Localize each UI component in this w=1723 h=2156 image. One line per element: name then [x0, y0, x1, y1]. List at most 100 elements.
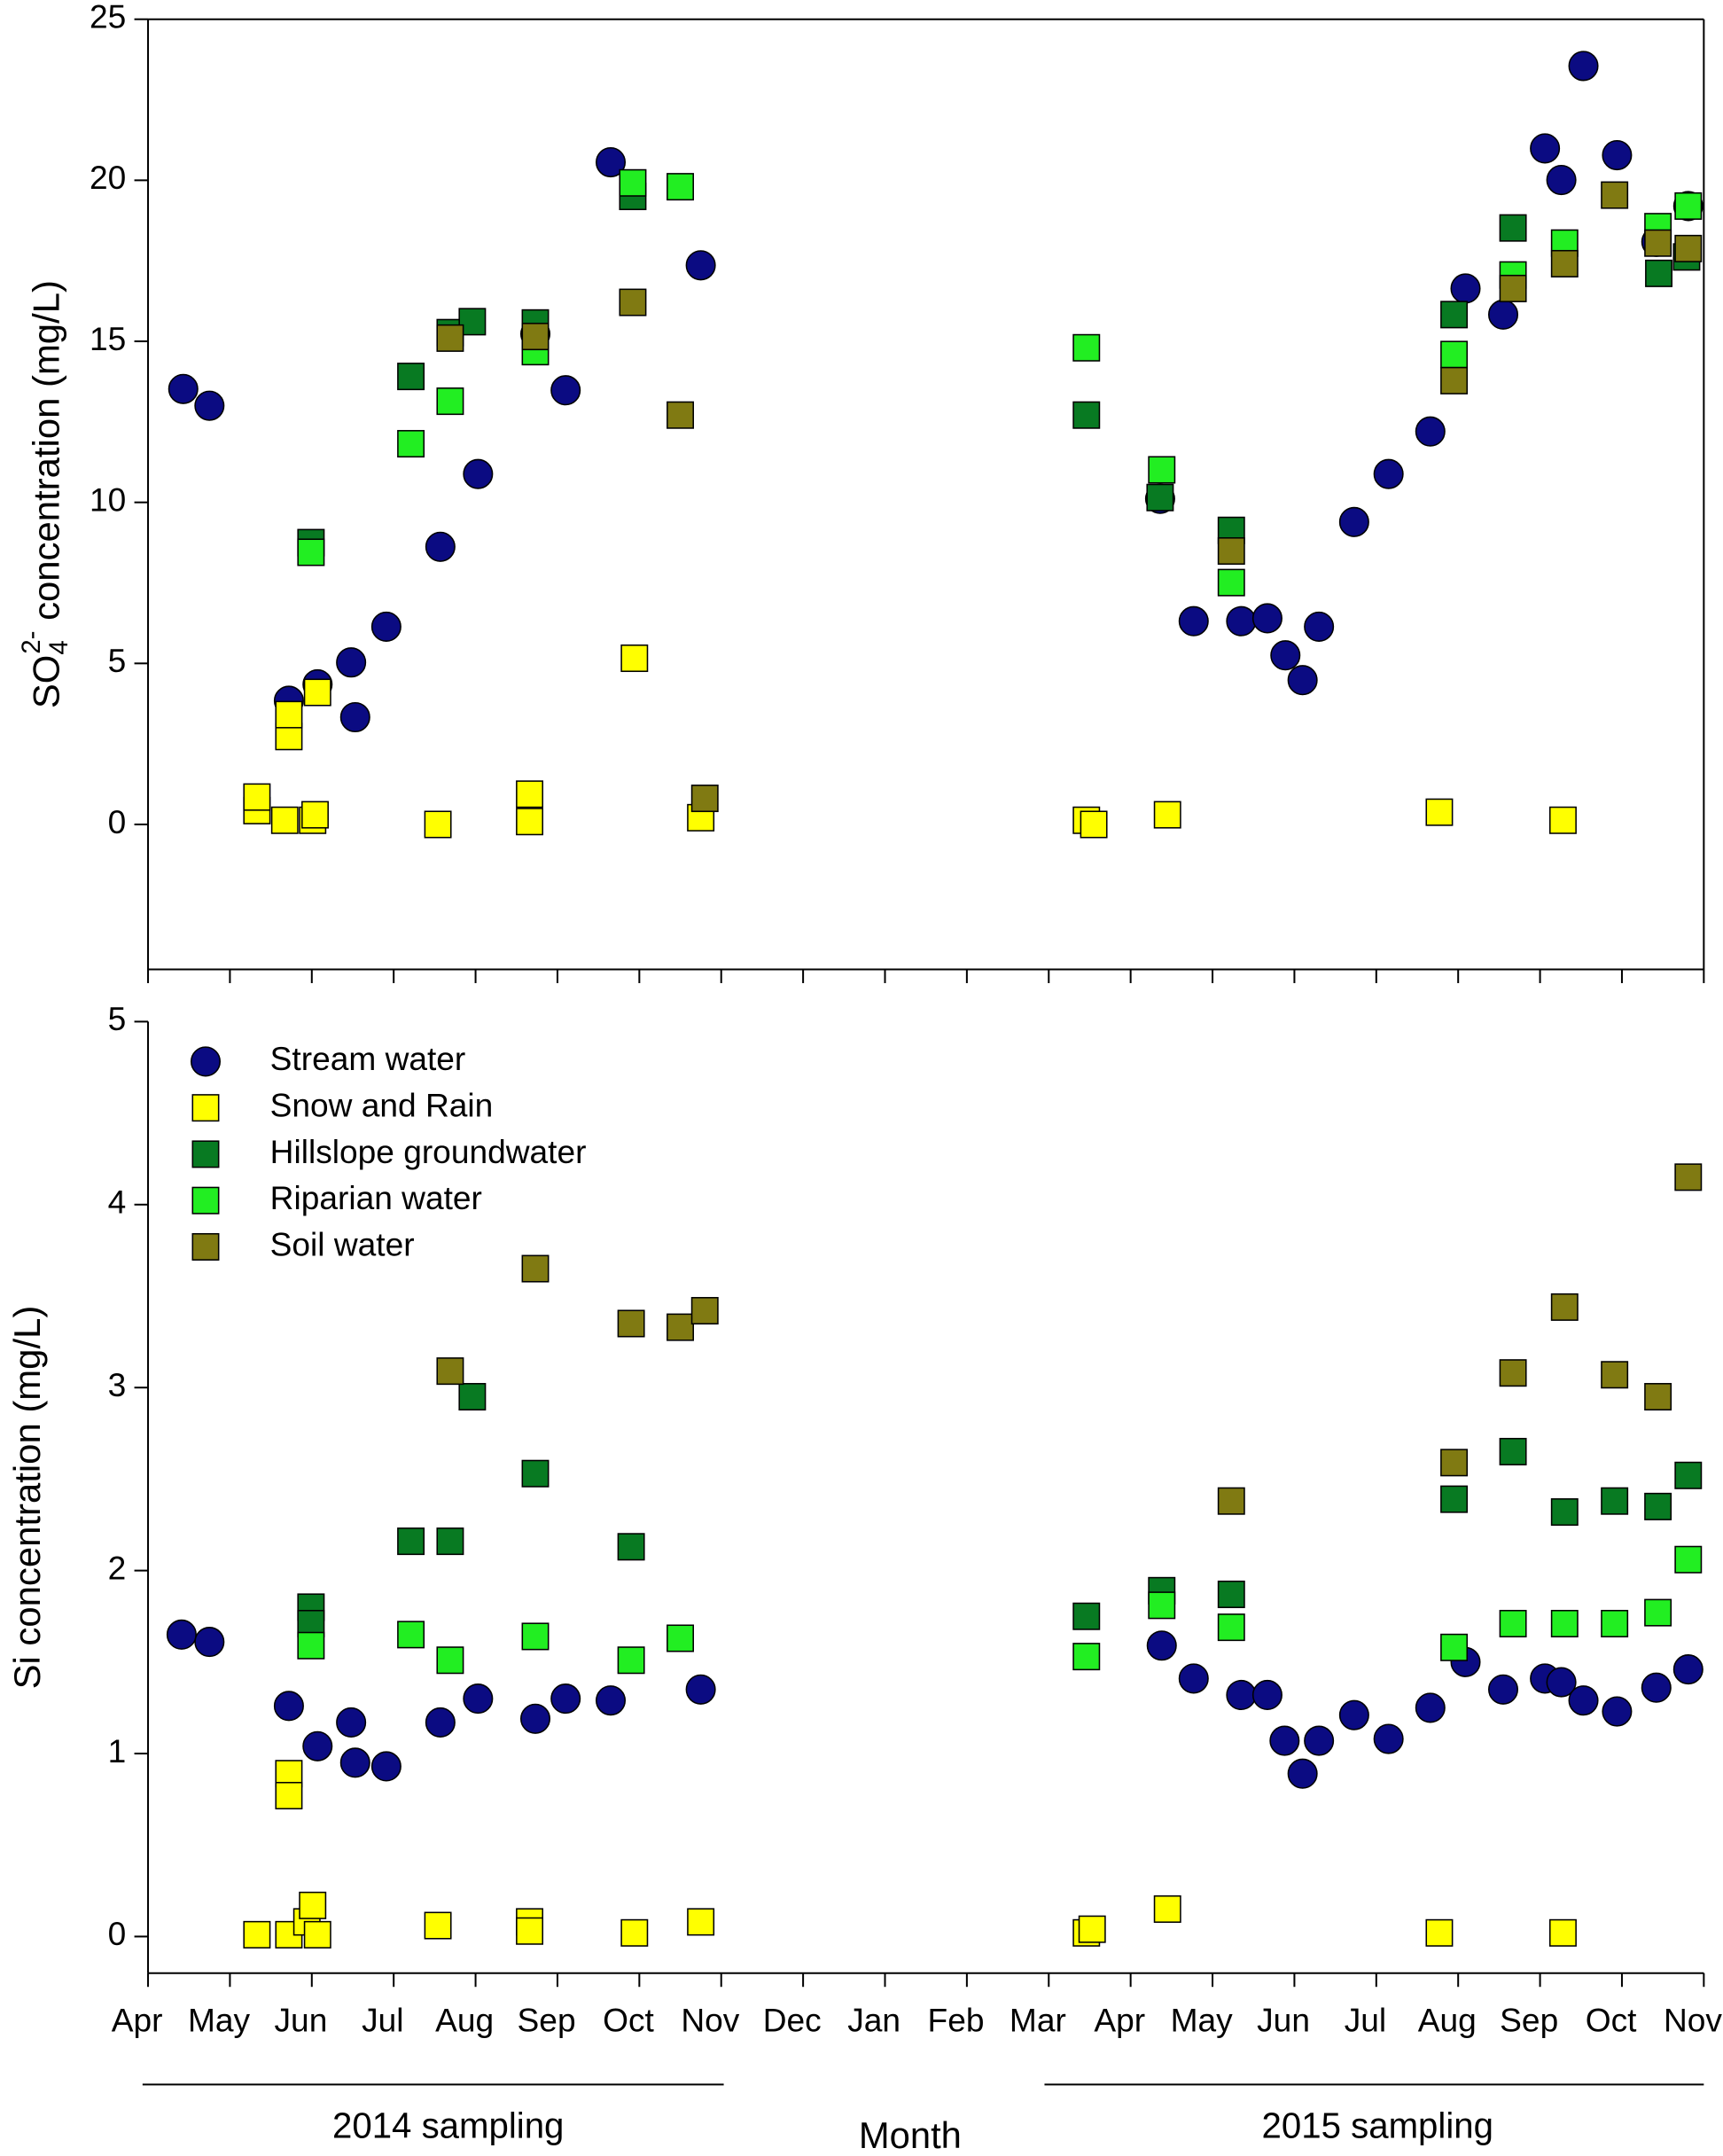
x-tick-label: Oct: [603, 2001, 654, 2038]
x-tick-label: Sep: [518, 2001, 576, 2038]
point: [425, 531, 456, 562]
point: [1499, 1609, 1527, 1637]
point: [397, 1527, 425, 1556]
point: [1645, 259, 1673, 287]
point: [397, 430, 425, 458]
point: [595, 1685, 627, 1716]
x-tick-label: Jul: [362, 2001, 403, 2038]
annotation: 2014 sampling: [332, 2106, 564, 2146]
point: [1487, 299, 1519, 330]
annotation: 2015 sampling: [1262, 2106, 1493, 2146]
point: [1499, 214, 1527, 242]
point: [620, 1918, 649, 1947]
point: [370, 611, 402, 642]
point: [1602, 139, 1633, 171]
point: [1674, 234, 1703, 262]
point: [1440, 1485, 1469, 1513]
x-tick-label: May: [188, 2001, 251, 2038]
point: [458, 1383, 487, 1411]
point: [1550, 1293, 1579, 1321]
y-axis-label-part: concentration (mg/L): [26, 280, 67, 631]
point: [1641, 1672, 1672, 1703]
point: [166, 1619, 197, 1650]
point: [397, 1621, 425, 1649]
point: [1226, 1679, 1257, 1711]
point: [1146, 483, 1174, 512]
point: [1373, 458, 1404, 489]
point: [1251, 603, 1283, 634]
y-tick-label: 5: [108, 1000, 127, 1037]
point: [521, 1254, 550, 1283]
point: [516, 780, 544, 808]
point: [370, 1751, 402, 1782]
point: [617, 1646, 645, 1675]
point: [303, 1920, 331, 1949]
point: [339, 1747, 370, 1778]
point: [1674, 1461, 1703, 1489]
point: [1601, 1361, 1629, 1389]
point: [1153, 801, 1181, 829]
point: [297, 538, 325, 566]
point: [1499, 1359, 1527, 1387]
point: [339, 701, 370, 733]
point: [1450, 273, 1481, 304]
x-tick-label: Jun: [1257, 2001, 1310, 2038]
point: [1602, 1696, 1633, 1727]
point: [667, 1313, 694, 1341]
point: [1072, 333, 1101, 362]
point: [1546, 164, 1577, 196]
point: [667, 401, 694, 429]
point: [1338, 1699, 1369, 1730]
x-tick-label: Apr: [1094, 2001, 1145, 2038]
point: [550, 1683, 581, 1715]
point: [436, 1527, 464, 1556]
point: [1287, 1758, 1318, 1789]
point: [1644, 1383, 1672, 1411]
x-tick-label: Feb: [928, 2001, 985, 2038]
y-tick-label: 15: [90, 320, 126, 357]
point: [1425, 798, 1454, 826]
legend-label: Hillslope groundwater: [270, 1133, 587, 1170]
point: [521, 323, 550, 351]
point: [397, 363, 425, 391]
x-tick-label: Apr: [112, 2001, 163, 2038]
legend-marker: [191, 1094, 220, 1122]
point: [1530, 133, 1561, 164]
y-axis-label: SO42- concentration (mg/L): [17, 280, 74, 708]
point: [516, 1917, 544, 1945]
x-tick-label: Jun: [275, 2001, 328, 2038]
point: [424, 810, 452, 839]
point: [303, 678, 331, 707]
point: [273, 1691, 304, 1722]
point: [1304, 1725, 1335, 1756]
x-tick-label: Mar: [1010, 2001, 1066, 2038]
point: [1217, 1580, 1245, 1608]
point: [1415, 1692, 1446, 1723]
x-tick-label: Nov: [1664, 2001, 1722, 2038]
point: [302, 1730, 333, 1762]
legend-label: Riparian water: [270, 1179, 482, 1216]
point: [1373, 1723, 1404, 1754]
point: [1499, 274, 1527, 302]
point: [690, 1297, 719, 1325]
point: [687, 1908, 715, 1936]
point: [1148, 456, 1176, 484]
point: [690, 785, 719, 813]
y-tick-label: 20: [90, 159, 126, 196]
point: [1550, 249, 1579, 277]
point: [1415, 416, 1446, 447]
point: [1178, 1663, 1209, 1694]
point: [1674, 1163, 1703, 1191]
point: [463, 1683, 494, 1715]
point: [1644, 1492, 1672, 1520]
point: [519, 1703, 551, 1734]
point: [194, 390, 225, 421]
point: [425, 1707, 456, 1738]
point: [243, 783, 271, 811]
point: [275, 1781, 303, 1810]
legend-marker: [191, 1186, 220, 1215]
point: [1425, 1918, 1454, 1947]
point: [436, 1357, 464, 1386]
point: [619, 288, 647, 316]
